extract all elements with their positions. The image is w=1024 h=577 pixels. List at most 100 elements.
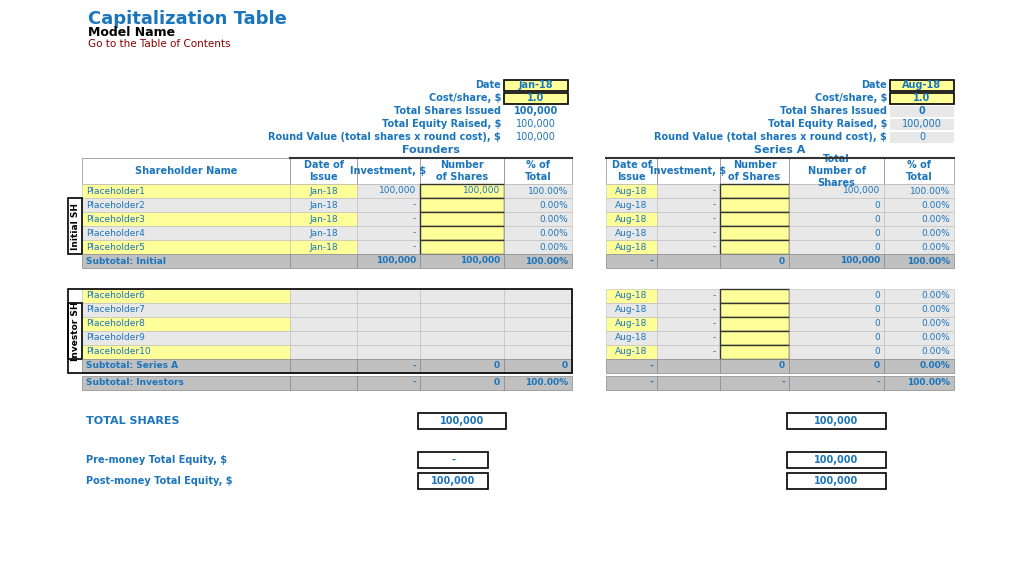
Bar — [420, 212, 504, 226]
Bar — [720, 331, 790, 345]
Text: 0: 0 — [562, 362, 568, 370]
Bar — [720, 345, 790, 359]
Text: Date of
Issue: Date of Issue — [303, 160, 343, 182]
Text: 0.00%: 0.00% — [922, 347, 950, 357]
Text: Placeholder10: Placeholder10 — [86, 347, 151, 357]
Text: Date: Date — [861, 80, 887, 90]
Text: -: - — [713, 305, 716, 314]
Text: 100,000: 100,000 — [460, 257, 500, 265]
Text: Subtotal: Initial: Subtotal: Initial — [86, 257, 166, 265]
Bar — [290, 331, 357, 345]
Text: 0: 0 — [874, 320, 880, 328]
Bar — [82, 184, 290, 198]
Bar — [720, 359, 790, 373]
Bar — [606, 345, 657, 359]
Text: -: - — [713, 242, 716, 252]
Text: -: - — [781, 379, 785, 387]
Text: Placeholder3: Placeholder3 — [86, 215, 144, 223]
Bar — [720, 289, 790, 303]
Bar — [720, 184, 790, 198]
Bar — [290, 254, 357, 268]
Bar — [606, 289, 657, 303]
Bar — [504, 106, 568, 117]
Text: 100,000: 100,000 — [814, 455, 859, 465]
Bar — [657, 359, 720, 373]
Bar — [357, 345, 420, 359]
Text: 0.00%: 0.00% — [540, 228, 568, 238]
Bar — [420, 376, 504, 390]
Bar — [606, 317, 657, 331]
Text: Placeholder7: Placeholder7 — [86, 305, 144, 314]
Bar — [790, 359, 884, 373]
Bar — [720, 212, 790, 226]
Bar — [890, 118, 954, 129]
Text: Series A: Series A — [755, 145, 806, 155]
Bar — [82, 158, 290, 184]
Bar — [657, 331, 720, 345]
Text: 0: 0 — [874, 215, 880, 223]
Bar — [720, 158, 790, 184]
Text: Total Shares Issued: Total Shares Issued — [394, 106, 501, 116]
Bar — [504, 303, 572, 317]
Bar — [657, 303, 720, 317]
Bar — [68, 289, 572, 373]
Bar — [890, 132, 954, 143]
Text: Date: Date — [475, 80, 501, 90]
Text: 0.00%: 0.00% — [922, 200, 950, 209]
Bar — [884, 226, 954, 240]
Text: 0: 0 — [919, 106, 926, 116]
Bar — [657, 289, 720, 303]
Bar — [420, 240, 504, 254]
Bar — [82, 198, 290, 212]
Text: Aug-18: Aug-18 — [615, 215, 648, 223]
Text: 100,000: 100,000 — [814, 415, 859, 426]
Text: Aug-18: Aug-18 — [902, 80, 941, 90]
Bar — [884, 345, 954, 359]
Bar — [504, 132, 568, 143]
Bar — [657, 184, 720, 198]
Text: 0: 0 — [919, 132, 925, 142]
Text: 0: 0 — [779, 362, 785, 370]
Bar — [357, 331, 420, 345]
Bar — [82, 289, 290, 303]
Bar — [420, 226, 504, 240]
Bar — [504, 240, 572, 254]
Bar — [720, 303, 790, 317]
Text: Investor SH: Investor SH — [71, 301, 80, 361]
Bar — [884, 303, 954, 317]
Text: Aug-18: Aug-18 — [615, 347, 648, 357]
Bar — [357, 226, 420, 240]
Bar — [787, 452, 886, 468]
Bar — [420, 303, 504, 317]
Bar — [418, 473, 488, 489]
Bar — [884, 184, 954, 198]
Text: 0.00%: 0.00% — [922, 215, 950, 223]
Text: Initial SH: Initial SH — [71, 203, 80, 249]
Bar — [82, 376, 290, 390]
Bar — [504, 198, 572, 212]
Bar — [82, 240, 290, 254]
Text: -: - — [413, 379, 416, 387]
Bar — [504, 289, 572, 303]
Bar — [82, 331, 290, 345]
Text: Aug-18: Aug-18 — [615, 200, 648, 209]
Bar — [787, 473, 886, 489]
Bar — [504, 184, 572, 198]
Text: -: - — [649, 379, 653, 387]
Bar — [290, 359, 357, 373]
Text: Pre-money Total Equity, $: Pre-money Total Equity, $ — [86, 455, 227, 465]
Bar — [418, 452, 488, 468]
Text: 100,000: 100,000 — [463, 186, 500, 196]
Text: 0: 0 — [873, 362, 880, 370]
Text: Aug-18: Aug-18 — [615, 242, 648, 252]
Bar — [420, 331, 504, 345]
Text: Aug-18: Aug-18 — [615, 186, 648, 196]
Text: Placeholder9: Placeholder9 — [86, 334, 144, 343]
Bar — [290, 198, 357, 212]
Bar — [357, 376, 420, 390]
Bar — [790, 345, 884, 359]
Bar — [357, 158, 420, 184]
Bar — [606, 158, 657, 184]
Text: Number
of Shares: Number of Shares — [728, 160, 780, 182]
Bar — [657, 226, 720, 240]
